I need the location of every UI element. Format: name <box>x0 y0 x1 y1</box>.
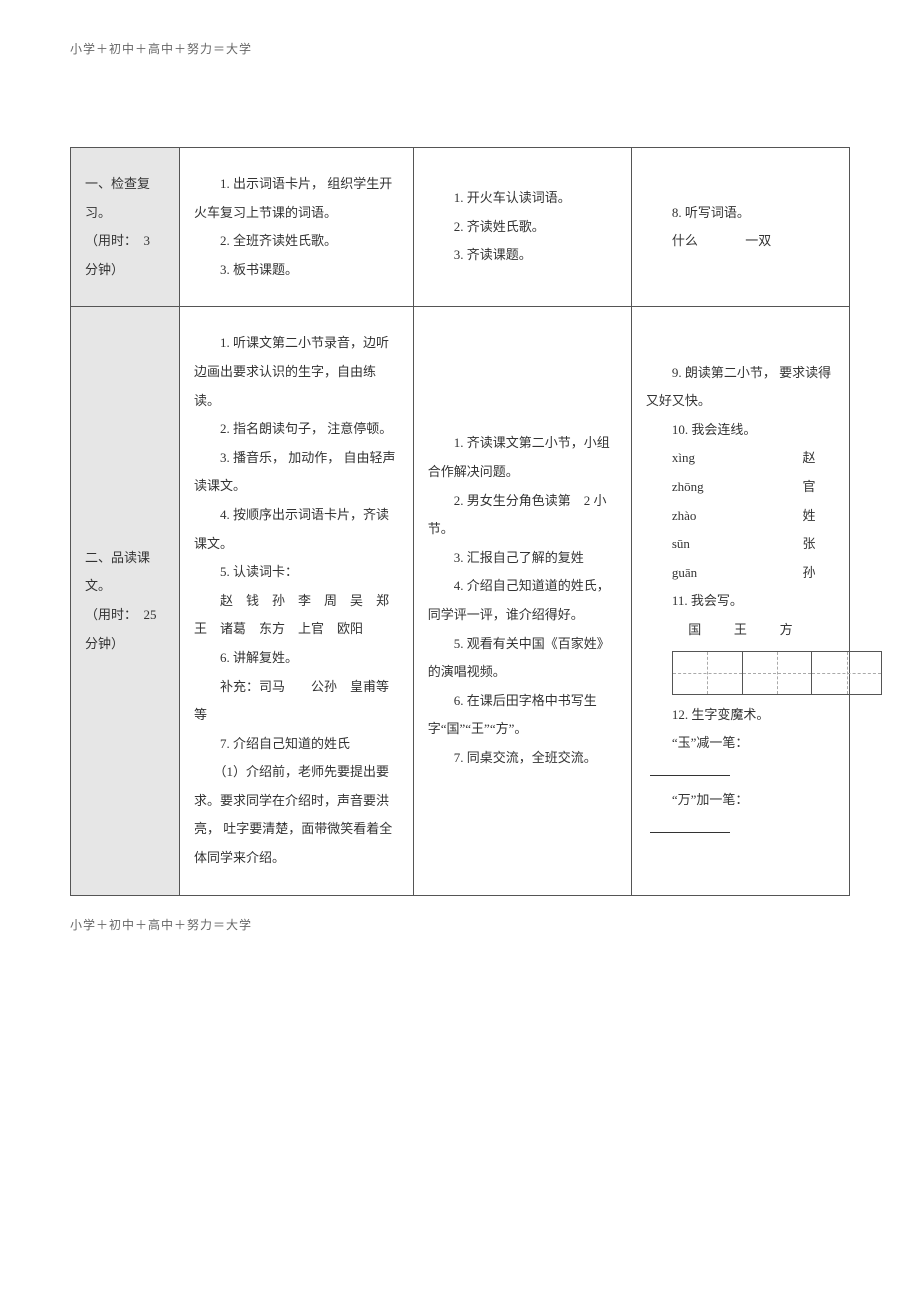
exercise-cell-1: 8. 听写词语。 什么 一双 <box>631 148 849 307</box>
student-cell-2: 1. 齐读课文第二小节，小组合作解决问题。 2. 男女生分角色读第 2 小节。 … <box>413 307 631 895</box>
match-pair: xìng 赵 <box>646 444 835 473</box>
text-line: 6. 在课后田字格中书写生字“国”“王”“方”。 <box>428 687 617 744</box>
magic-text: “万”加一笔： <box>672 792 749 807</box>
text-line: 6. 讲解复姓。 <box>194 644 399 673</box>
pinyin: zhōng <box>672 473 704 502</box>
text-line: 3. 齐读课题。 <box>428 241 617 270</box>
text-line: 2. 齐读姓氏歌。 <box>428 213 617 242</box>
magic-text: “玉”减一笔： <box>672 735 749 750</box>
section-cell-2: 二、品读课文。 （用时： 25 分钟） <box>71 307 180 895</box>
lesson-table: 一、检查复习。 （用时： 3 分钟） 1. 出示词语卡片， 组织学生开火车复习上… <box>70 147 850 896</box>
text-line: 3. 板书课题。 <box>194 256 399 285</box>
match-pair: zhào 姓 <box>646 502 835 531</box>
page: 小学＋初中＋高中＋努力＝大学 一、检查复习。 （用时： 3 分钟） 1. 出示词… <box>0 0 920 963</box>
magic-line: “玉”减一笔： <box>646 729 835 786</box>
text-line: 1. 齐读课文第二小节，小组合作解决问题。 <box>428 429 617 486</box>
text-line: 补充：司马 公孙 皇甫等等 <box>194 673 399 730</box>
text-line: 赵 钱 孙 李 周 吴 郑 王 诸葛 东方 上官 欧阳 <box>194 587 399 644</box>
text-line: 11. 我会写。 <box>646 587 835 616</box>
pinyin: sūn <box>672 530 690 559</box>
section-time: （用时： 3 分钟） <box>85 227 165 284</box>
text-line: 9. 朗读第二小节， 要求读得又好又快。 <box>646 359 835 416</box>
text-line: 3. 播音乐， 加动作， 自由轻声读课文。 <box>194 444 399 501</box>
char: 姓 <box>802 502 815 531</box>
text-line: 5. 认读词卡： <box>194 558 399 587</box>
magic-line: “万”加一笔： <box>646 786 835 843</box>
student-cell-1: 1. 开火车认读词语。 2. 齐读姓氏歌。 3. 齐读课题。 <box>413 148 631 307</box>
teacher-cell-2: 1. 听课文第二小节录音，边听边画出要求认识的生字，自由练读。 2. 指名朗读句… <box>180 307 414 895</box>
page-header: 小学＋初中＋高中＋努力＝大学 <box>70 40 850 57</box>
blank-line <box>650 764 730 776</box>
tianzige <box>672 651 882 695</box>
text-line: 12. 生字变魔术。 <box>646 701 835 730</box>
tianzige-cell <box>673 652 743 694</box>
text-line: 4. 按顺序出示词语卡片，齐读课文。 <box>194 501 399 558</box>
tianzige-grid <box>672 651 835 695</box>
text-line: 8. 听写词语。 <box>646 199 835 228</box>
write-char: 方 <box>780 616 793 645</box>
text-line: 10. 我会连线。 <box>646 416 835 445</box>
text-line: 1. 开火车认读词语。 <box>428 184 617 213</box>
match-pair: guān 孙 <box>646 559 835 588</box>
tianzige-cell <box>812 652 881 694</box>
match-pair: sūn 张 <box>646 530 835 559</box>
section-title: 一、检查复习。 <box>85 170 165 227</box>
text-line: （1）介绍前，老师先要提出要求。要求同学在介绍时，声音要洪亮， 吐字要清楚，面带… <box>194 758 399 872</box>
pinyin: xìng <box>672 444 695 473</box>
char: 赵 <box>802 444 815 473</box>
text-line: 2. 男女生分角色读第 2 小节。 <box>428 487 617 544</box>
section-time: （用时： 25 分钟） <box>85 601 165 658</box>
table-row: 一、检查复习。 （用时： 3 分钟） 1. 出示词语卡片， 组织学生开火车复习上… <box>71 148 850 307</box>
text-line: 1. 出示词语卡片， 组织学生开火车复习上节课的词语。 <box>194 170 399 227</box>
text-line: 7. 同桌交流，全班交流。 <box>428 744 617 773</box>
text-line: 1. 听课文第二小节录音，边听边画出要求认识的生字，自由练读。 <box>194 329 399 415</box>
page-footer: 小学＋初中＋高中＋努力＝大学 <box>70 916 850 933</box>
text-line: 7. 介绍自己知道的姓氏 <box>194 730 399 759</box>
match-pair: zhōng 官 <box>646 473 835 502</box>
exercise-cell-2: 9. 朗读第二小节， 要求读得又好又快。 10. 我会连线。 xìng 赵 zh… <box>631 307 849 895</box>
pinyin: guān <box>672 559 697 588</box>
section-cell-1: 一、检查复习。 （用时： 3 分钟） <box>71 148 180 307</box>
dict-word: 一双 <box>745 227 835 256</box>
dict-word: 什么 <box>672 227 745 256</box>
write-char: 王 <box>734 616 747 645</box>
text-line: 2. 指名朗读句子， 注意停顿。 <box>194 415 399 444</box>
text-line: 2. 全班齐读姓氏歌。 <box>194 227 399 256</box>
write-char: 国 <box>688 616 701 645</box>
dict-row: 什么 一双 <box>646 227 835 256</box>
teacher-cell-1: 1. 出示词语卡片， 组织学生开火车复习上节课的词语。 2. 全班齐读姓氏歌。 … <box>180 148 414 307</box>
text-line: 5. 观看有关中国《百家姓》的演唱视频。 <box>428 630 617 687</box>
char: 张 <box>802 530 815 559</box>
char: 孙 <box>802 559 815 588</box>
tianzige-cell <box>743 652 813 694</box>
text-line: 3. 汇报自己了解的复姓 <box>428 544 617 573</box>
section-title: 二、品读课文。 <box>85 544 165 601</box>
char: 官 <box>802 473 815 502</box>
table-row: 二、品读课文。 （用时： 25 分钟） 1. 听课文第二小节录音，边听边画出要求… <box>71 307 850 895</box>
char-row: 国 王 方 <box>646 616 835 645</box>
blank-line <box>650 821 730 833</box>
text-line: 4. 介绍自己知道道的姓氏，同学评一评，谁介绍得好。 <box>428 572 617 629</box>
pinyin: zhào <box>672 502 697 531</box>
